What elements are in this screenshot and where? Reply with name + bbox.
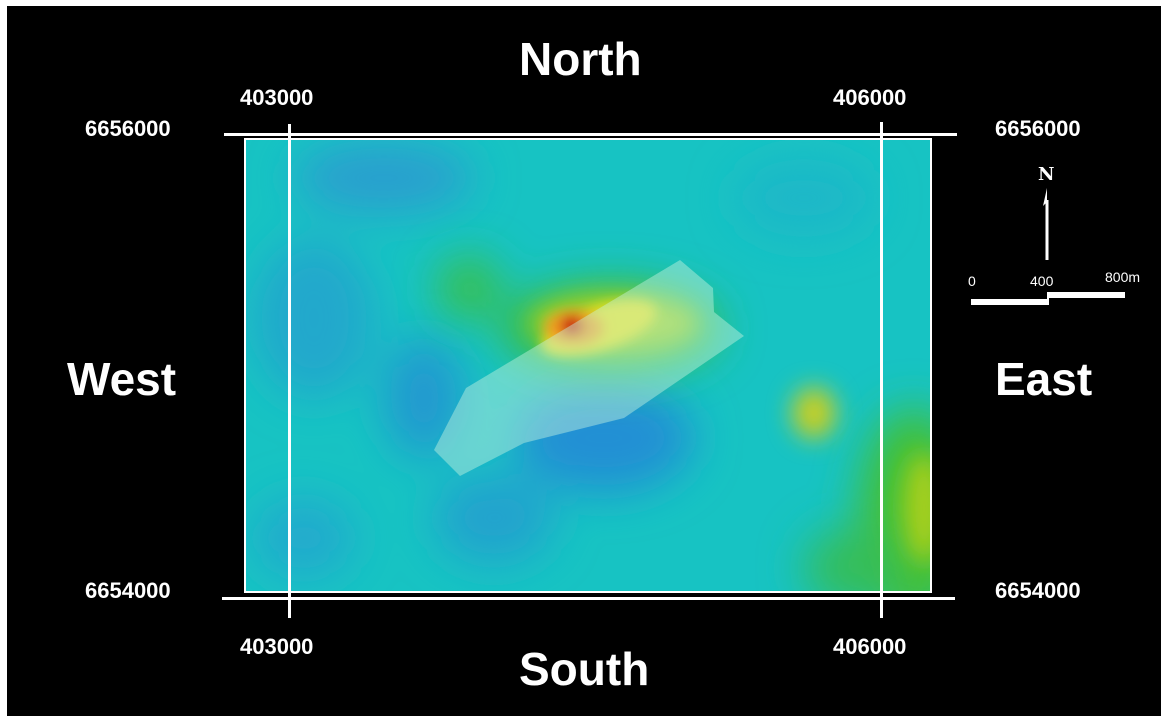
south-label: South	[519, 643, 650, 695]
scale-tick-0: 0	[968, 273, 976, 289]
northing-line-6654000	[222, 597, 955, 600]
northing-label-bottom-left: 6654000	[85, 578, 171, 603]
easting-label-bottom-left: 403000	[240, 634, 314, 659]
north-label: North	[519, 33, 642, 85]
north-arrow-letter: N	[1038, 164, 1055, 185]
northing-label-top-left: 6656000	[85, 116, 171, 141]
northing-label-top-right: 6656000	[995, 116, 1081, 141]
easting-label-top-right: 406000	[833, 85, 907, 110]
easting-label-top-left: 403000	[240, 85, 314, 110]
scale-bar-divider	[1047, 292, 1049, 305]
easting-line-403000	[288, 124, 291, 618]
anomaly-heatmap	[244, 138, 932, 593]
easting-label-bottom-right: 406000	[833, 634, 907, 659]
east-label: East	[995, 353, 1093, 405]
easting-line-406000	[880, 122, 883, 618]
scale-tick-400: 400	[1030, 273, 1054, 289]
northing-line-6656000	[224, 133, 957, 136]
scale-bar-segment-1	[971, 299, 1048, 305]
west-label: West	[67, 353, 177, 405]
scale-bar-segment-2	[1048, 292, 1125, 298]
scale-tick-800m: 800m	[1105, 269, 1141, 285]
map-figure: North South West East 403000 406000 4030…	[7, 6, 1161, 716]
north-arrow-icon	[1043, 188, 1049, 260]
northing-label-bottom-right: 6654000	[995, 578, 1081, 603]
